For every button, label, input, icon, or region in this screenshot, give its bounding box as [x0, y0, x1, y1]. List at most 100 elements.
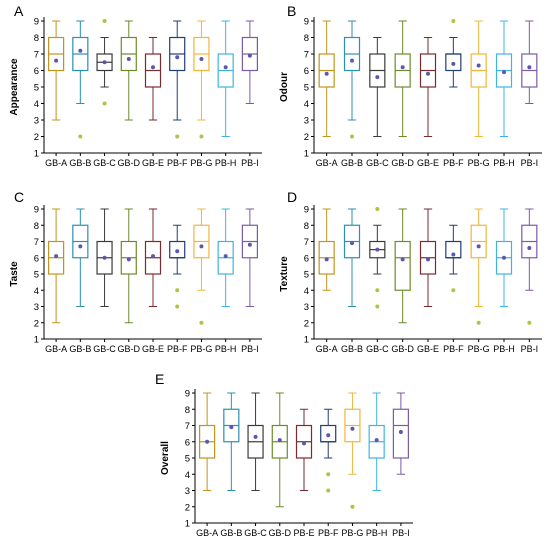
mean-marker: [502, 255, 506, 260]
panel-appearance: A Appearance 1 2 3 4 5 6 7 8 9 GB-A GB-B GB-C GB-D GB…: [9, 3, 262, 168]
panel-overall: E Overall 1 2 3 4 5 6 7 8 9 GB-A GB-B GB-C GB-D PB-E P…: [155, 371, 413, 538]
y-tick-label: 4: [34, 286, 39, 297]
y-axis-title: Taste: [9, 261, 20, 287]
outlier-point: [102, 101, 107, 106]
y-tick-label: 5: [185, 454, 190, 465]
mean-marker: [78, 48, 83, 53]
y-tick-label: 2: [34, 318, 39, 329]
mean-marker: [126, 257, 131, 262]
y-tick-label: 6: [34, 253, 39, 264]
x-tick-label: GB-B: [341, 158, 363, 168]
y-tick-label: 7: [34, 50, 39, 61]
x-tick-label: GB-B: [69, 158, 91, 168]
x-tick-label: GB-D: [118, 344, 141, 354]
panel-texture: D Texture 1 2 3 4 5 6 7 8 9 GB-A GB-B GB-C GB-D GB-E P…: [279, 189, 542, 354]
x-tick-label: PB-H: [215, 158, 237, 168]
y-tick-label: 6: [304, 253, 309, 264]
y-tick-label: 3: [185, 486, 190, 497]
outlier-point: [375, 304, 380, 309]
outlier-point: [326, 488, 331, 493]
panel-letter: A: [14, 3, 24, 19]
mean-marker: [247, 53, 252, 58]
x-tick-label: PB-F: [443, 344, 464, 354]
panel-letter: E: [155, 371, 164, 387]
mean-marker: [398, 430, 403, 434]
y-axis-title: Texture: [279, 256, 290, 292]
x-tick-label: GB-B: [341, 344, 363, 354]
box-gb-d: [394, 240, 411, 291]
y-tick-label: 8: [304, 33, 309, 44]
mean-marker: [54, 58, 59, 63]
mean-marker: [175, 249, 180, 254]
mean-marker: [302, 441, 306, 446]
mean-marker: [253, 434, 258, 439]
mean-marker: [476, 63, 481, 68]
mean-marker: [426, 71, 430, 76]
y-tick-label: 3: [304, 116, 309, 127]
x-tick-label: GB-D: [391, 344, 414, 354]
outlier-point: [102, 19, 107, 23]
x-tick-label: PB-G: [468, 158, 490, 168]
x-tick-label: GB-E: [142, 344, 164, 354]
mean-marker: [277, 438, 282, 443]
x-tick-label: PB-H: [493, 158, 515, 168]
mean-marker: [54, 254, 59, 259]
y-tick-label: 9: [185, 389, 190, 400]
y-tick-label: 9: [34, 17, 39, 28]
mean-marker: [350, 426, 355, 431]
mean-marker: [247, 242, 252, 247]
x-tick-label: PB-F: [167, 158, 188, 168]
y-tick-label: 6: [185, 437, 190, 448]
panel-letter: B: [287, 3, 296, 19]
y-tick-label: 8: [185, 405, 190, 416]
y-tick-label: 5: [304, 83, 309, 94]
x-tick-label: PB-H: [366, 528, 388, 538]
y-axis-title: Overall: [160, 441, 171, 475]
y-tick-label: 5: [34, 83, 39, 94]
y-tick-label: 9: [34, 205, 39, 216]
x-tick-label: GB-C: [93, 158, 116, 168]
outlier-point: [199, 134, 204, 139]
y-tick-label: 8: [34, 221, 39, 232]
y-tick-label: 1: [34, 149, 39, 160]
x-tick-label: GB-E: [142, 158, 164, 168]
mean-marker: [151, 254, 155, 259]
mean-marker: [326, 433, 331, 438]
y-tick-label: 3: [34, 116, 39, 127]
y-tick-label: 6: [34, 66, 39, 77]
x-tick-label: PB-I: [392, 528, 410, 538]
x-tick-label: GB-E: [417, 158, 439, 168]
x-tick-label: GB-C: [366, 158, 389, 168]
x-tick-label: PB-I: [241, 158, 259, 168]
outlier-point: [350, 504, 355, 509]
outlier-point: [78, 134, 83, 139]
mean-marker: [350, 241, 354, 246]
outlier-point: [375, 207, 380, 211]
x-tick-label: GB-A: [45, 158, 67, 168]
panel-odour: B Odour 1 2 3 4 5 6 7 8 9 GB-A GB-B GB-C GB-D GB-E PB-…: [279, 3, 542, 168]
y-axis-title: Odour: [279, 72, 290, 102]
y-tick-label: 1: [34, 335, 39, 346]
y-tick-label: 4: [34, 99, 39, 110]
x-tick-label: GB-D: [391, 158, 414, 168]
y-tick-label: 3: [304, 302, 309, 313]
y-tick-label: 6: [304, 66, 309, 77]
mean-marker: [199, 244, 204, 249]
mean-marker: [102, 255, 107, 260]
y-tick-label: 9: [304, 205, 309, 216]
outlier-point: [476, 320, 481, 325]
mean-marker: [223, 65, 228, 70]
panel-letter: D: [287, 189, 297, 205]
mean-marker: [229, 425, 234, 430]
y-tick-label: 7: [185, 421, 190, 432]
x-tick-label: GB-A: [196, 528, 218, 538]
y-tick-label: 8: [304, 221, 309, 232]
outlier-point: [326, 472, 331, 477]
x-tick-label: PB-G: [341, 528, 363, 538]
mean-marker: [502, 70, 506, 75]
x-tick-label: PB-G: [190, 158, 212, 168]
x-tick-label: GB-C: [93, 344, 116, 354]
x-tick-label: GB-D: [269, 528, 292, 538]
mean-marker: [400, 65, 405, 70]
mean-marker: [375, 247, 380, 252]
